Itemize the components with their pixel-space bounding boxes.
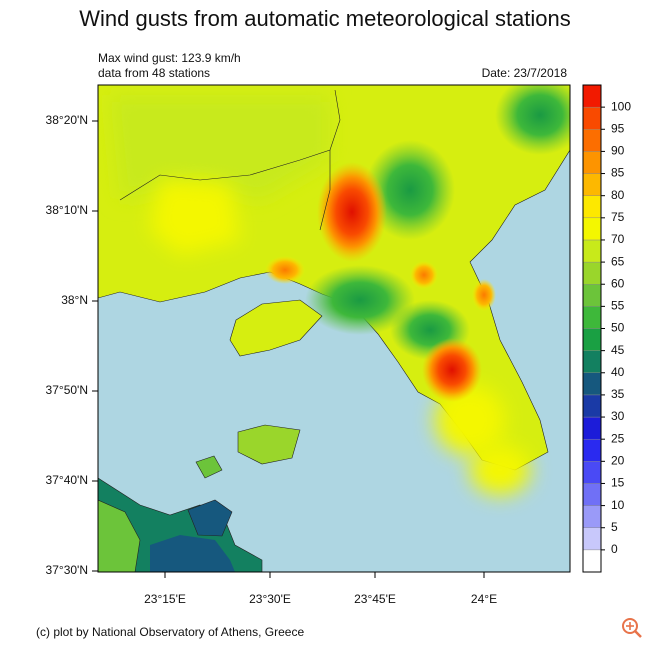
- colorbar-swatch: [582, 549, 602, 573]
- zoom-icon[interactable]: [622, 618, 642, 638]
- colorbar-label: 0: [611, 542, 618, 556]
- colorbar-swatch: [582, 505, 602, 528]
- lat-label: 37°30'N: [46, 563, 88, 577]
- map: [98, 85, 570, 572]
- colorbar-label: 95: [611, 121, 625, 135]
- colorbar-swatch: [582, 527, 602, 551]
- colorbar-label: 20: [611, 453, 625, 467]
- colorbar-swatch: [582, 261, 602, 285]
- colorbar-label: 75: [611, 210, 625, 224]
- colorbar-label: 60: [611, 276, 625, 290]
- lat-label: 38°10'N: [46, 203, 88, 217]
- colorbar-swatch: [582, 173, 602, 196]
- title: Wind gusts from automatic meteorological…: [79, 6, 571, 31]
- credit: (c) plot by National Observatory of Athe…: [36, 625, 304, 639]
- axes: 38°20'N 38°10'N 38°N 37°50'N 37°40'N 37°30'N 2…: [46, 113, 498, 606]
- colorbar-label: 40: [611, 365, 625, 379]
- colorbar-label: 5: [611, 520, 618, 534]
- colorbar-swatch: [582, 372, 602, 396]
- colorbar-label: 65: [611, 254, 625, 268]
- max-gust: Max wind gust: 123.9 km/h: [98, 51, 241, 65]
- lon-label: 24°E: [471, 592, 497, 606]
- lat-label: 37°40'N: [46, 473, 88, 487]
- colorbar-label: 30: [611, 409, 625, 423]
- lat-label: 38°N: [61, 293, 88, 307]
- colorbar-label: 50: [611, 321, 625, 335]
- colorbar-label: 85: [611, 166, 625, 180]
- colorbar-swatch: [582, 106, 602, 130]
- colorbar-swatch: [582, 151, 602, 174]
- colorbar-label: 45: [611, 343, 625, 357]
- colorbar-swatch: [582, 239, 602, 263]
- lat-label: 37°50'N: [46, 383, 88, 397]
- colorbar: 0 5 10 15 20 25 30 35 40 45 50 55 60 65 70 75 80 85 90 95 10…: [582, 84, 631, 573]
- colorbar-label: 90: [611, 144, 625, 158]
- colorbar-swatch: [582, 306, 602, 329]
- lat-label: 38°20'N: [46, 113, 88, 127]
- colorbar-swatch: [582, 416, 602, 440]
- map-frame: [97, 84, 571, 573]
- colorbar-label: 80: [611, 188, 625, 202]
- colorbar-label: 55: [611, 299, 625, 313]
- colorbar-swatch: [582, 461, 602, 484]
- colorbar-swatch: [582, 350, 602, 373]
- colorbar-label: 100: [611, 99, 631, 113]
- colorbar-label: 25: [611, 431, 625, 445]
- colorbar-label: 15: [611, 476, 625, 490]
- colorbar-swatch: [582, 195, 602, 219]
- lon-label: 23°45'E: [354, 592, 396, 606]
- date: Date: 23/7/2018: [482, 66, 568, 80]
- colorbar-swatch: [582, 284, 602, 307]
- colorbar-swatch: [582, 217, 602, 241]
- lon-label: 23°30'E: [249, 592, 291, 606]
- colorbar-swatch: [582, 394, 602, 418]
- colorbar-swatch: [582, 438, 602, 462]
- colorbar-label: 10: [611, 498, 625, 512]
- lon-label: 23°15'E: [144, 592, 186, 606]
- colorbar-swatch: [582, 129, 602, 152]
- colorbar-label: 70: [611, 232, 625, 246]
- colorbar-label: 35: [611, 387, 625, 401]
- colorbar-swatch: [582, 483, 602, 506]
- colorbar-swatch: [582, 328, 602, 351]
- station-count: data from 48 stations: [98, 66, 210, 80]
- colorbar-swatch: [582, 84, 602, 108]
